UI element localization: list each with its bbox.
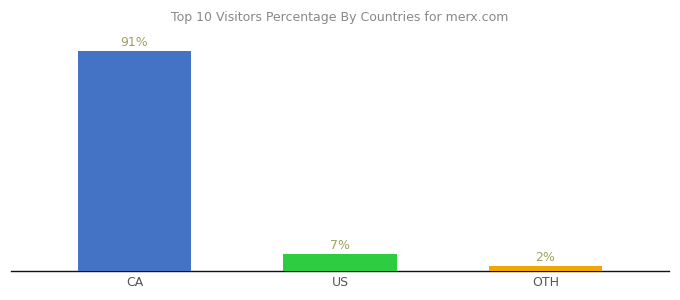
Bar <box>489 266 602 271</box>
Bar <box>78 51 191 271</box>
Text: 7%: 7% <box>330 239 350 252</box>
Title: Top 10 Visitors Percentage By Countries for merx.com: Top 10 Visitors Percentage By Countries … <box>171 11 509 24</box>
Text: 2%: 2% <box>536 251 556 264</box>
Text: 91%: 91% <box>120 36 148 49</box>
Bar <box>284 254 396 271</box>
